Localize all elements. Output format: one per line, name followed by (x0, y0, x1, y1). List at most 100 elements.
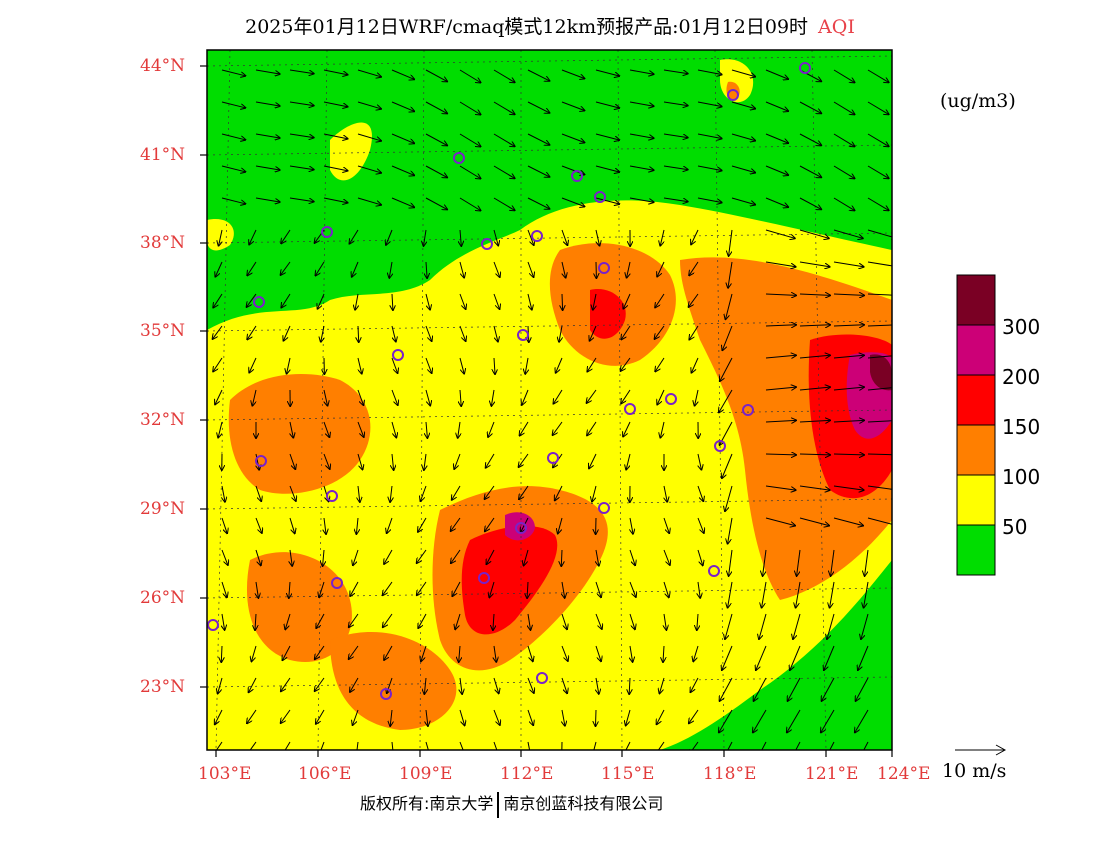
wind-arrow (386, 229, 393, 245)
wind-arrow (592, 485, 597, 502)
wind-arrow (221, 197, 245, 204)
wind-arrow (489, 581, 495, 597)
lon-label: 112°E (500, 764, 554, 784)
wind-arrow (493, 613, 494, 630)
wind-arrow (249, 677, 257, 692)
wind-arrow (316, 709, 325, 724)
wind-arrow (390, 485, 392, 502)
wind-arrow (282, 741, 291, 750)
city-marker (453, 152, 465, 164)
wind-arrow (697, 517, 704, 533)
lat-label: 32°N (140, 410, 186, 430)
wind-arrow (698, 453, 701, 470)
wind-arrow (553, 421, 563, 435)
wind-arrow (657, 389, 665, 405)
wind-arrow (867, 485, 892, 490)
wind-arrow (821, 709, 835, 732)
wind-arrow (754, 677, 767, 701)
wind-arrow (629, 549, 635, 565)
wind-arrow (799, 261, 830, 267)
lat-label: 35°N (140, 321, 186, 341)
wind-arrow (697, 133, 722, 139)
wind-arrow (722, 453, 733, 478)
wind-arrow (867, 517, 892, 526)
wind-arrow (215, 709, 223, 724)
city-marker (207, 619, 219, 631)
wind-arrow (519, 453, 529, 467)
wind-arrow (799, 294, 830, 295)
wind-arrow (418, 517, 427, 532)
wind-arrow (788, 677, 801, 701)
wind-arrow (587, 357, 597, 372)
wind-arrow (493, 261, 500, 277)
wind-arrow (425, 357, 432, 373)
wind-arrow (494, 645, 496, 662)
wind-arrow (787, 709, 801, 732)
wind-arrow (590, 325, 597, 341)
wind-arrow (731, 101, 755, 109)
wind-arrow (655, 357, 665, 371)
wind-arrow (355, 293, 358, 310)
wind-arrow (833, 197, 855, 210)
wind-arrow (213, 357, 223, 371)
wind-arrow (833, 517, 863, 526)
wind-arrow (222, 613, 225, 630)
wind-arrow (284, 325, 291, 341)
wind-arrow (424, 453, 426, 470)
wind-arrow (833, 69, 855, 82)
wind-arrow (493, 101, 515, 114)
wind-arrow (221, 165, 245, 172)
wind-arrow (289, 165, 314, 170)
wind-arrow (833, 294, 864, 295)
wind-arrow (424, 229, 427, 246)
wind-arrow (663, 101, 688, 106)
wind-arrow (561, 101, 584, 111)
wind-arrow (357, 421, 364, 437)
wind-arrow (867, 69, 889, 82)
wind-arrow (867, 324, 892, 327)
city-marker (531, 230, 543, 242)
wind-arrow (561, 261, 566, 278)
city-marker (799, 62, 811, 74)
wind-arrow (349, 645, 359, 659)
city-marker (742, 404, 754, 416)
wind-arrow (833, 454, 864, 455)
wind-arrow (719, 709, 733, 732)
wind-arrow (527, 69, 549, 81)
wind-arrow (765, 133, 788, 143)
wind-arrow (459, 133, 481, 147)
wind-arrow (290, 549, 292, 566)
wind-arrow (765, 197, 788, 207)
wind-arrow (762, 581, 767, 608)
wind-arrow (765, 165, 788, 175)
wind-arrow (697, 197, 722, 203)
wind-arrow (215, 261, 223, 277)
wind-arrow (255, 133, 280, 138)
wind-arrows (213, 69, 892, 750)
wind-arrow (663, 581, 669, 597)
city-marker (708, 565, 720, 577)
wind-arrow (318, 293, 325, 309)
wind-arrow (731, 69, 755, 77)
wind-arrow (595, 165, 619, 172)
legend-label: 100 (1002, 465, 1041, 489)
lat-label: 41°N (140, 145, 186, 165)
wind-arrow (290, 421, 293, 438)
wind-arrow (728, 517, 733, 544)
wind-arrow (221, 101, 245, 108)
wind-arrow (763, 549, 767, 576)
wind-arrow (663, 549, 670, 565)
wind-arrow (765, 261, 796, 267)
wind-arrow (867, 453, 892, 456)
title-text: 2025年01月12日WRF/cmaq模式12km预报产品:01月12日09时 (245, 16, 809, 38)
wind-arrow (459, 709, 465, 725)
wind-arrow (358, 485, 360, 502)
lon-label: 118°E (703, 764, 757, 784)
wind-arrow (765, 325, 796, 326)
wind-arrow (491, 389, 494, 406)
city-marker (326, 490, 338, 502)
wind-arrow (799, 355, 830, 358)
separator (497, 791, 500, 818)
wind-arrow (349, 613, 359, 627)
